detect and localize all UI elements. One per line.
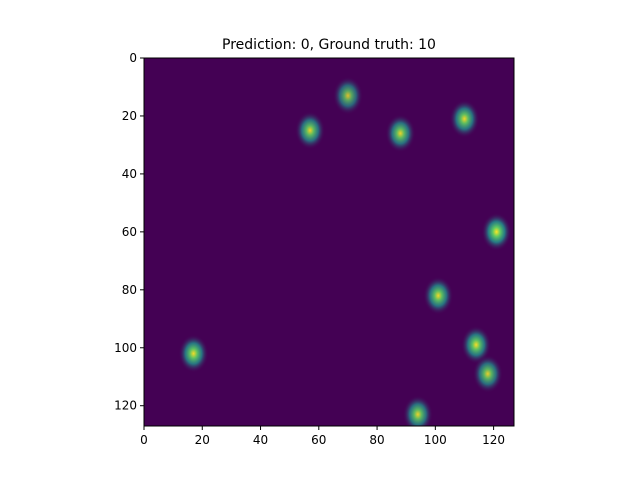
heatmap-spot [449,99,480,138]
y-tick-label: 120 [114,399,137,413]
heatmap-spot [402,395,433,426]
x-tick-label: 100 [424,433,447,447]
heatmap-spot [423,276,454,315]
heatmap-spot [461,325,492,364]
y-tick-label: 60 [122,225,137,239]
y-tick-label: 80 [122,283,137,297]
heatmap-spot [481,212,512,251]
x-tick-label: 80 [369,433,384,447]
x-tick-label: 40 [253,433,268,447]
y-tick-label: 20 [122,109,137,123]
heatmap-spot [385,114,416,153]
x-axis: 0 20 40 60 80 100 120 [140,426,505,447]
x-tick-label: 120 [482,433,505,447]
x-tick-label: 20 [195,433,210,447]
spots-layer [178,76,512,426]
heatmap-spot [295,111,326,150]
heatmap-spot [178,334,209,373]
y-axis: 0 20 40 60 80 100 120 [114,51,144,413]
y-tick-label: 100 [114,341,137,355]
heatmap-spot [332,76,363,115]
y-tick-label: 0 [129,51,137,65]
y-tick-label: 40 [122,167,137,181]
x-tick-label: 0 [140,433,148,447]
chart-title: Prediction: 0, Ground truth: 10 [222,37,436,53]
plot-area [143,57,515,427]
heatmap-spot [472,354,503,393]
x-tick-label: 60 [311,433,326,447]
plot-frame [143,57,515,427]
